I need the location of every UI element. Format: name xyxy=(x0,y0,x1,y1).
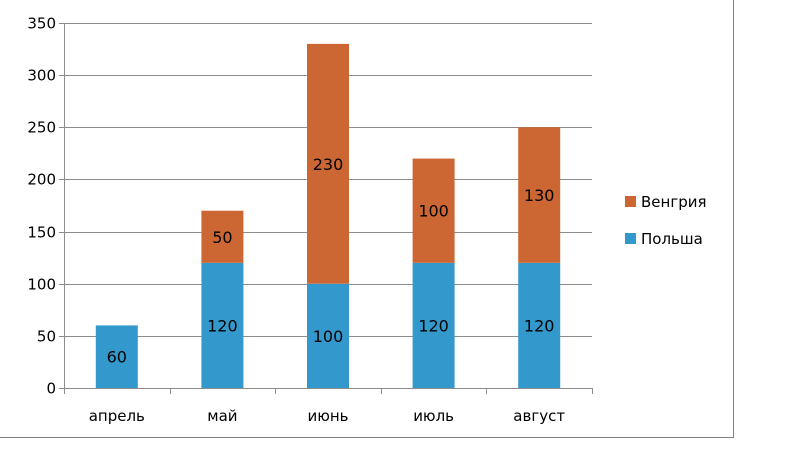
data-label: 60 xyxy=(107,348,127,367)
data-label: 50 xyxy=(212,228,232,247)
y-tick-label: 300 xyxy=(27,67,56,85)
data-label: 120 xyxy=(524,316,555,335)
y-tick-label: 150 xyxy=(27,224,56,242)
bar-Венгрия-июль xyxy=(412,158,455,263)
bar-Венгрия-май xyxy=(201,210,244,263)
chart-frame: 0 50 100 150 200 250 300 350 60 120 100 120 120 50 230… xyxy=(0,0,734,438)
bar-Венгрия-август xyxy=(518,127,561,263)
y-tick-label: 350 xyxy=(27,15,56,33)
y-tick-label: 200 xyxy=(27,171,56,189)
x-category-label: июль xyxy=(413,407,454,425)
data-label: 230 xyxy=(313,155,344,174)
legend-label: Польша xyxy=(641,230,703,248)
data-label: 130 xyxy=(524,186,555,205)
data-label: 120 xyxy=(418,316,449,335)
data-label: 120 xyxy=(207,316,238,335)
bar-Польша-май xyxy=(201,262,244,388)
data-label: 100 xyxy=(313,327,344,346)
bar-Венгрия-июнь xyxy=(307,43,349,284)
y-tick-label: 0 xyxy=(46,380,56,398)
data-label: 100 xyxy=(418,202,449,221)
x-category-label: май xyxy=(207,407,237,425)
x-category-label: август xyxy=(513,407,565,425)
x-category-label: апрель xyxy=(89,407,145,425)
y-tick-label: 50 xyxy=(37,328,56,346)
stacked-bar-chart: 0 50 100 150 200 250 300 350 60 120 100 120 120 50 230… xyxy=(27,15,707,426)
y-tick-label: 250 xyxy=(27,119,56,137)
bar-Польша-июнь xyxy=(307,283,349,388)
legend-swatch-Венгрия xyxy=(625,196,636,207)
bar-Польша-апрель xyxy=(95,325,138,388)
bar-Польша-август xyxy=(518,262,561,388)
legend-swatch-Польша xyxy=(625,233,636,244)
legend-label: Венгрия xyxy=(641,193,707,211)
bar-Польша-июль xyxy=(412,262,455,388)
y-tick-label: 100 xyxy=(27,276,56,294)
x-category-label: июнь xyxy=(307,407,348,425)
